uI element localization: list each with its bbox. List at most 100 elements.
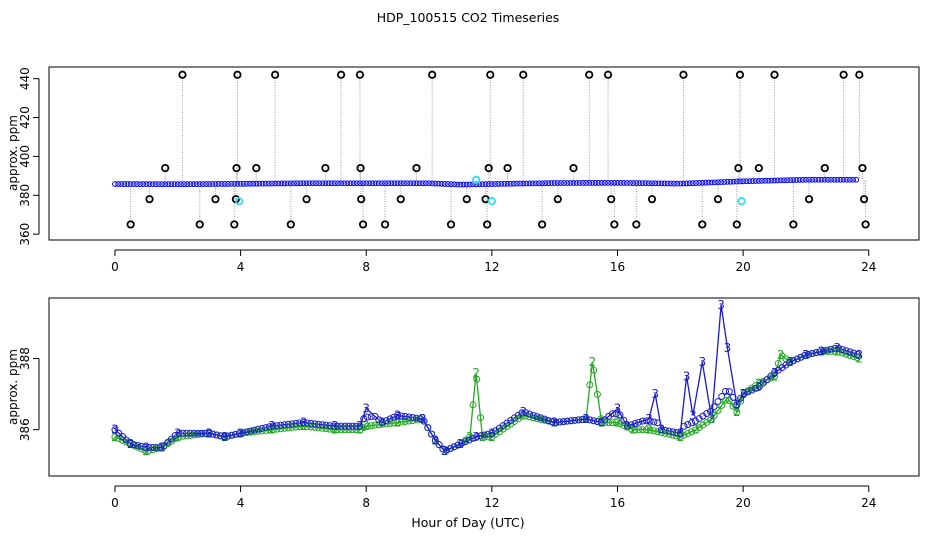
series-3-point [428,430,436,438]
series-3-point [420,417,428,425]
top-ylabel: approx. ppm [6,115,20,191]
baseline-point [168,181,175,188]
series-3-point [224,432,232,440]
outlier-point [211,195,220,204]
outlier-point [632,220,641,229]
top-x-axis: 0 4 8 12 16 20 24 [111,249,876,274]
series-2-point [375,421,383,429]
series-3-point [443,446,451,454]
series-3-point [299,419,307,427]
outlier-point [356,163,365,173]
series-3-point [450,443,458,451]
series-3-point [122,436,130,444]
series-2-point [277,425,285,433]
series-2-point [590,366,598,374]
baseline-point [501,180,508,187]
baseline-point [589,180,596,186]
series-2-point [710,412,718,420]
series-3-point [454,441,462,449]
series-3-point [729,393,737,401]
baseline-point [583,180,589,186]
series-3-point [412,414,420,422]
series-3-point [835,344,843,352]
series-3-point [171,432,179,440]
series-2-point [691,426,699,434]
series-2-marker: 2 [479,430,487,444]
series-3-point [688,419,696,427]
outlier-point [553,195,562,204]
baseline-point [847,176,853,183]
baseline-point [840,176,847,183]
baseline-point [375,180,382,187]
series-3-point [386,415,394,423]
baseline-point [250,180,257,187]
baseline-point [344,180,351,187]
baseline-point [435,180,442,187]
series-3-point [752,384,760,392]
outlier-point [713,195,723,204]
baseline-point [165,181,172,188]
outlier-point [252,163,261,173]
outlier-point [412,163,421,173]
series-2-marker: 2 [356,423,364,437]
series-2-point [265,426,273,434]
series-3-point [243,428,251,436]
series-3-marker: 3 [356,419,364,433]
outlier-point [380,220,390,229]
series-3-point [126,439,134,447]
series-2-point [363,422,371,430]
baseline-point [366,180,373,187]
baseline-point [727,178,734,185]
bottom-x-tick-label: 0 [111,496,119,510]
baseline-point [215,181,222,187]
series-3-point [262,424,270,432]
outlier-point [647,195,657,204]
baseline-point [372,180,379,187]
series-2-point [650,427,658,435]
series-3-point [789,357,797,365]
baseline-point [369,180,376,187]
series-3-point [333,422,341,430]
baseline-point [243,180,250,187]
baseline-point [818,176,825,183]
top-plot-frame [48,66,920,241]
x-axis-label: Hour of Day (UTC) [411,515,524,530]
series-3-point [145,444,153,452]
series-2-point [115,435,123,443]
series-3-point [469,434,477,442]
top-y-tick-label: 400 [18,145,32,168]
outlier-point [789,220,798,229]
baseline-point [598,180,605,186]
bottom-x-tick-label: 24 [861,496,876,510]
series-2-marker: 2 [692,423,700,437]
baseline-point [319,180,326,187]
series-3-point [665,427,673,435]
series-2-point [367,422,375,430]
baseline-point [633,180,640,186]
baseline-point [265,180,272,187]
baseline-point [162,181,169,188]
series-3-point [853,350,861,358]
series-3-marker: 3 [818,344,826,358]
baseline-point [360,180,366,187]
baseline-point [269,180,275,187]
series-3-marker: 3 [676,426,684,440]
baseline-point [536,180,542,187]
series-3-marker: 3 [431,433,439,447]
series-3-point [850,349,858,357]
baseline-point [419,180,426,187]
series-3-point [480,431,488,439]
baseline-point [765,177,772,184]
baseline-point [115,181,121,187]
baseline-point [256,180,263,187]
outlier-point [735,70,745,79]
series-3-point [254,425,262,433]
series-3-marker: 3 [683,369,691,383]
series-3-point [186,429,194,437]
outlier-point [770,70,779,79]
baseline-point [438,180,445,187]
series-3-point [737,394,745,402]
baseline-point [178,181,184,188]
series-3-point [465,436,473,444]
series-2-point [680,431,688,439]
